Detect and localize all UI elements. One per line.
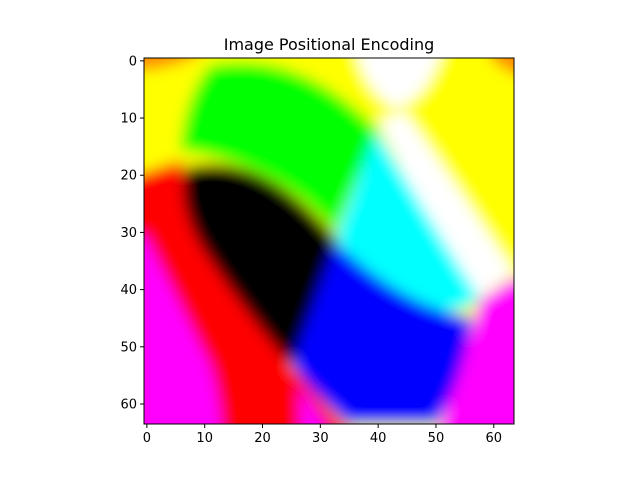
y-tick-label: 20 xyxy=(120,169,137,184)
x-tick-label: 50 xyxy=(428,431,445,446)
chart-title: Image Positional Encoding xyxy=(224,35,435,54)
y-tick-label: 60 xyxy=(120,397,137,412)
y-tick-label: 50 xyxy=(120,340,137,355)
region-magenta-left xyxy=(144,235,221,424)
region-green xyxy=(180,62,378,232)
x-tick-label: 0 xyxy=(143,431,151,446)
region-magenta-right xyxy=(440,278,514,424)
x-tick-label: 10 xyxy=(196,431,213,446)
y-tick-label: 40 xyxy=(120,283,137,298)
y-tick-label: 0 xyxy=(129,54,137,69)
region-magenta-bottom xyxy=(300,385,325,424)
x-tick-label: 40 xyxy=(370,431,387,446)
x-axis: 0 10 20 30 40 50 60 xyxy=(143,424,502,446)
region-orange-topleft xyxy=(144,58,193,70)
x-tick-label: 20 xyxy=(254,431,271,446)
region-cyan xyxy=(335,130,480,313)
y-axis: 0 10 20 30 40 50 60 xyxy=(120,54,144,412)
heatmap-image xyxy=(144,58,514,424)
x-tick-label: 60 xyxy=(485,431,502,446)
y-tick-label: 30 xyxy=(120,226,137,241)
region-black xyxy=(183,164,336,365)
plot-frame xyxy=(143,57,515,425)
region-white-top xyxy=(358,58,440,108)
region-white-band xyxy=(380,112,514,298)
region-blue xyxy=(292,242,472,424)
x-tick-label: 30 xyxy=(312,431,329,446)
region-orange-topright xyxy=(490,58,514,74)
y-tick-label: 10 xyxy=(120,112,137,127)
